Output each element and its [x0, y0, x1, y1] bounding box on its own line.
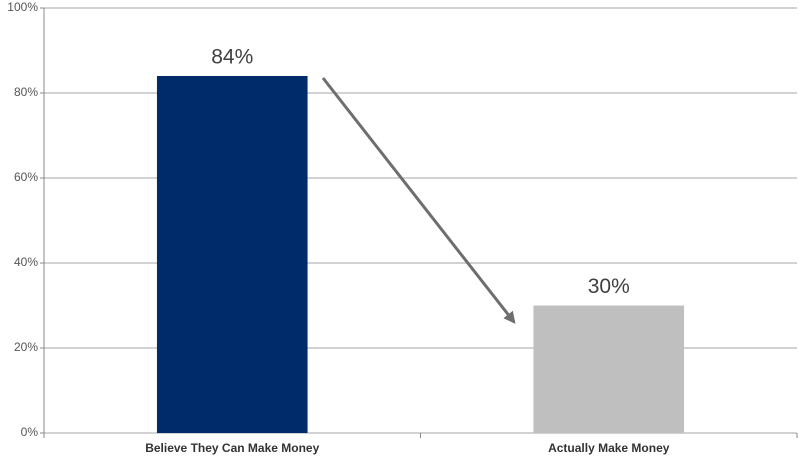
- marks: Believe They Can Make Money 84% Actually M…: [145, 46, 685, 455]
- y-tick-label: 80%: [14, 85, 38, 99]
- value-label: 84%: [211, 46, 253, 69]
- y-tick-label: 20%: [14, 340, 38, 354]
- x-tick-label: Actually Make Money: [548, 441, 670, 455]
- y-tick-label: 0%: [21, 425, 39, 439]
- bar: [156, 76, 308, 433]
- y-tick-label: 60%: [14, 170, 38, 184]
- value-label: 30%: [588, 275, 630, 298]
- y-tick-label: 100%: [7, 0, 38, 14]
- y-tick-label: 40%: [14, 255, 38, 269]
- trend-arrow: [321, 77, 516, 324]
- bar: [533, 305, 685, 433]
- x-tick-label: Believe They Can Make Money: [145, 441, 319, 455]
